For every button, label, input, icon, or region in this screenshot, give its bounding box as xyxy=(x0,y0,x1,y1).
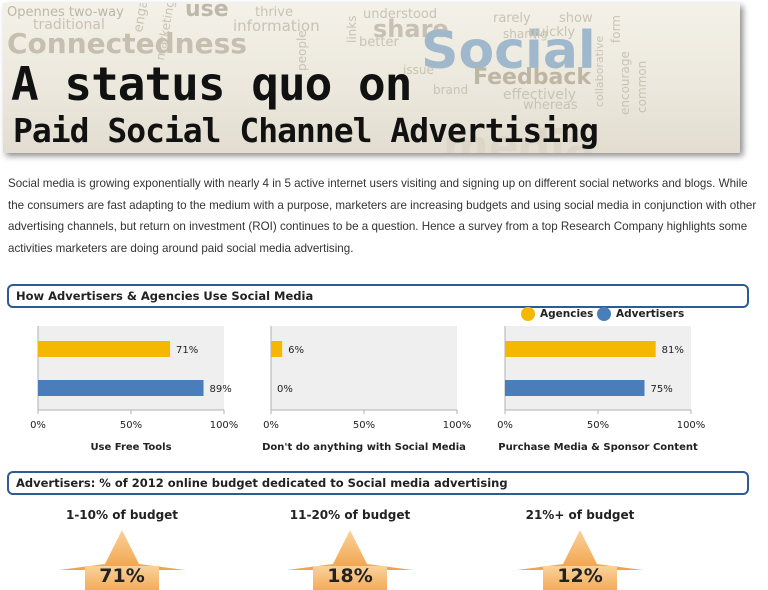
header-banner: Opennes two-way traditional Connectednes… xyxy=(3,3,740,153)
legend-item-agencies: Agencies xyxy=(521,307,593,321)
word-cloud-word: show xyxy=(559,11,593,26)
word-cloud-word: issue xyxy=(403,63,434,77)
word-cloud-word: encourage xyxy=(618,51,632,115)
tick-label: 50% xyxy=(120,420,142,431)
bar-agencies xyxy=(271,341,283,357)
budget-value: 18% xyxy=(327,565,373,587)
chart-svg: 6% 0% 0% 50% 100% Don't do anything with Soci… xyxy=(262,326,472,453)
axis-title: Use Free Tools xyxy=(90,442,171,453)
tick-label: 100% xyxy=(443,420,472,431)
budget-value: 12% xyxy=(557,565,603,587)
word-cloud-word: better xyxy=(359,35,399,50)
word-cloud-word: Connectedness xyxy=(7,27,247,60)
bar-agencies xyxy=(38,341,171,357)
tick-label: 0% xyxy=(497,420,513,431)
word-cloud-word: quickly xyxy=(529,25,576,40)
budget-label: 11-20% of budget xyxy=(289,508,411,522)
plot-area xyxy=(38,326,224,410)
intro-paragraph: Social media is growing exponentially wi… xyxy=(8,177,757,255)
section-header-usage: How Advertisers & Agencies Use Social Me… xyxy=(7,284,749,308)
word-cloud-word: traditional xyxy=(33,17,105,33)
data-label: 71% xyxy=(176,345,198,356)
chart-purchase-media: 81% 75% 0% 50% 100% Purchase Media & Sponsor … xyxy=(485,326,715,456)
legend-label: Agencies xyxy=(540,308,594,320)
word-cloud-word: understood xyxy=(363,7,438,22)
legend-swatch-advertisers xyxy=(597,307,611,321)
axis-title: Purchase Media & Sponsor Content xyxy=(498,442,698,453)
bar-advertisers xyxy=(38,380,204,396)
chart-svg: 71% 89% 0% 50% 100% Use Free Tools xyxy=(30,326,239,453)
tick-label: 50% xyxy=(353,420,375,431)
word-cloud-word: thrive xyxy=(255,5,293,20)
word-cloud-word: brand xyxy=(433,83,469,97)
legend-item-advertisers: Advertisers xyxy=(597,307,684,321)
word-cloud-word: share xyxy=(373,15,449,43)
data-label: 81% xyxy=(662,345,684,356)
word-cloud-word: form xyxy=(609,15,623,43)
data-label: 0% xyxy=(277,384,293,395)
word-cloud-word: whereas xyxy=(523,98,578,113)
plot-area xyxy=(271,326,457,410)
section-title: How Advertisers & Agencies Use Social Me… xyxy=(16,289,314,303)
chart-use-free-tools: 71% 89% 0% 50% 100% Use Free Tools xyxy=(18,326,248,456)
data-label: 75% xyxy=(651,384,673,395)
word-cloud-word: use xyxy=(185,3,229,22)
section-header-budget: Advertisers: % of 2012 online budget ded… xyxy=(7,471,749,495)
word-cloud-word: common xyxy=(635,60,649,113)
word-cloud-word: collaborative xyxy=(593,35,606,107)
chart-dont-do-anything: 6% 0% 0% 50% 100% Don't do anything with Soci… xyxy=(251,326,481,456)
axis-title: Don't do anything with Social Media xyxy=(262,442,466,453)
tick-label: 0% xyxy=(30,420,46,431)
legend-label: Advertisers xyxy=(616,308,685,320)
word-cloud-word: rarely xyxy=(493,11,531,26)
word-cloud-word: media xyxy=(443,121,595,153)
bar-advertisers xyxy=(505,380,645,396)
page-title: A status quo on xyxy=(11,57,412,111)
data-label: 89% xyxy=(210,384,232,395)
word-cloud-word: Feedback xyxy=(473,65,591,90)
tick-label: 0% xyxy=(263,420,279,431)
word-cloud-word: links xyxy=(345,15,359,43)
word-cloud-word: sharing xyxy=(503,27,548,41)
word-cloud-word: effectively xyxy=(503,87,577,103)
tick-label: 100% xyxy=(677,420,706,431)
word-cloud-word: Social xyxy=(421,21,596,81)
budget-label: 21%+ of budget xyxy=(525,508,635,522)
bar-agencies xyxy=(505,341,656,357)
budget-label: 1-10% of budget xyxy=(65,508,179,522)
section-title: Advertisers: % of 2012 online budget ded… xyxy=(16,476,508,490)
tick-label: 100% xyxy=(210,420,239,431)
word-cloud-word: information xyxy=(233,17,320,35)
chart-svg: 81% 75% 0% 50% 100% Purchase Media & Sponsor … xyxy=(497,326,706,453)
budget-value: 71% xyxy=(99,565,145,587)
plot-area xyxy=(505,326,691,410)
page-subtitle: Paid Social Channel Advertising xyxy=(13,111,599,150)
word-cloud-word: Opennes two-way xyxy=(7,5,124,20)
data-label: 6% xyxy=(288,345,304,356)
legend-swatch-agencies xyxy=(521,307,535,321)
tick-label: 50% xyxy=(587,420,609,431)
